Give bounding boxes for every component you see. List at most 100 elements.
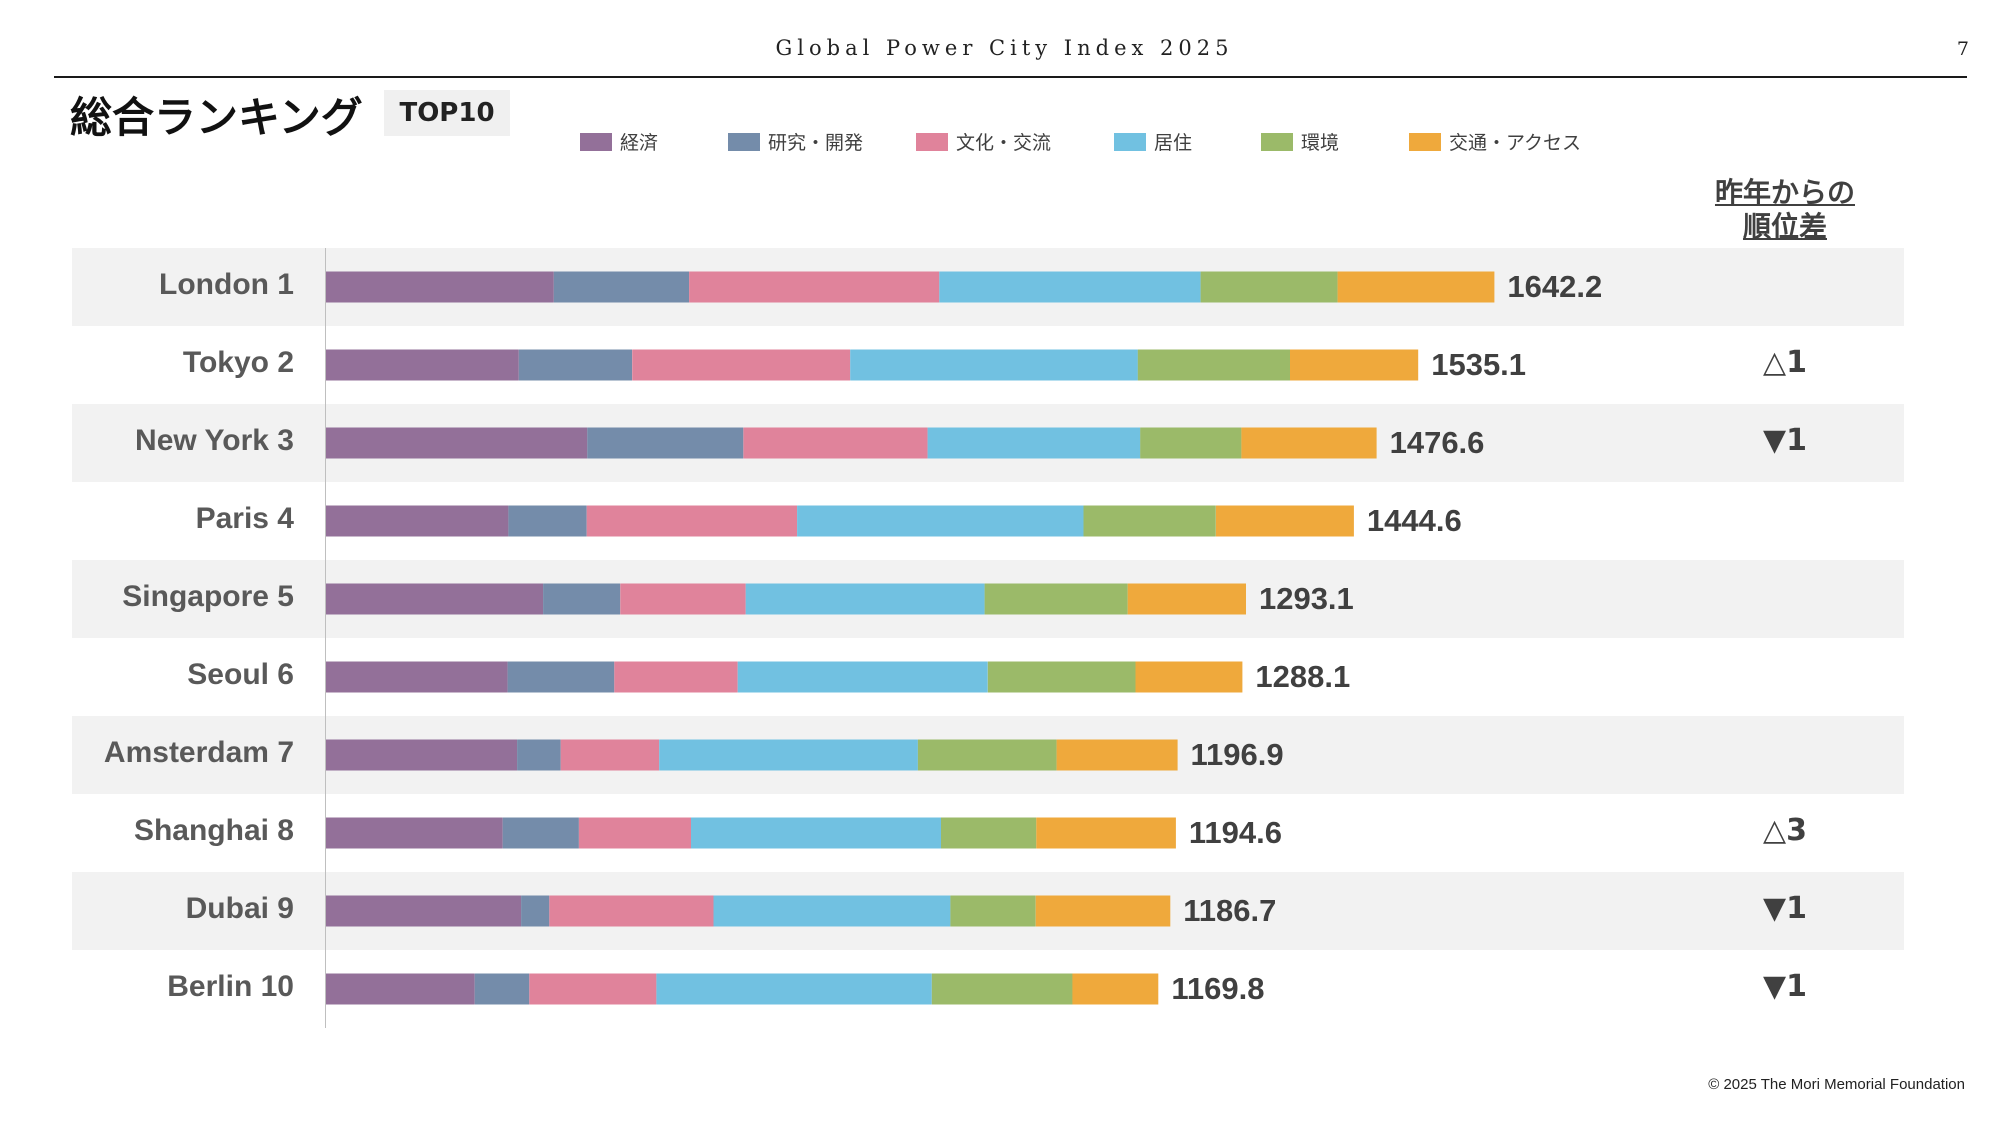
top10-badge: TOP10: [384, 90, 510, 136]
bar-segment: [713, 895, 951, 927]
city-label: Shanghai 8: [133, 814, 294, 847]
legend-item: 文化・交流: [916, 128, 1051, 155]
bar-segment: [517, 739, 561, 771]
bar-segment: [326, 739, 518, 771]
legend-swatch: [916, 132, 948, 151]
bar-segment: [656, 973, 932, 1005]
legend-item: 交通・アクセス: [1409, 128, 1581, 155]
city-label: Singapore 5: [122, 580, 294, 613]
city-label: Tokyo 2: [182, 346, 294, 379]
total-score-label: 1194.6: [1188, 815, 1282, 850]
header-divider: [54, 76, 1967, 78]
total-score-label: 1535.1: [1431, 347, 1527, 382]
bar-segment: [507, 661, 615, 693]
bar-segment: [553, 271, 690, 303]
legend-item: 研究・開発: [728, 128, 863, 155]
bar-segment: [931, 973, 1073, 1005]
bar-segment: [1140, 427, 1242, 459]
bar-segment: [560, 739, 660, 771]
bar-segment: [326, 349, 519, 381]
bar-segment: [850, 349, 1138, 381]
legend-label: 環境: [1301, 132, 1340, 154]
bar-segment: [529, 973, 657, 1005]
city-label: Amsterdam 7: [103, 736, 294, 769]
bar-segment: [586, 505, 798, 537]
rank-change-label: ▼1: [1763, 891, 1807, 926]
bar-segment: [1241, 427, 1377, 459]
city-label: Dubai 9: [185, 892, 294, 925]
bar-segment: [1200, 271, 1338, 303]
bar-segment: [502, 817, 579, 849]
legend-swatch: [728, 132, 760, 151]
bar-segment: [326, 895, 522, 927]
total-score-label: 1196.9: [1190, 737, 1284, 772]
bar-segment: [1035, 895, 1171, 927]
bar-segment: [326, 973, 475, 1005]
bar-segment: [326, 817, 503, 849]
bar-segment: [632, 349, 851, 381]
total-score-label: 1476.6: [1389, 425, 1485, 460]
bar-segment: [474, 973, 530, 1005]
legend-item: 経済: [580, 128, 658, 155]
bar-segment: [326, 583, 544, 615]
rank-change-label: ▼1: [1763, 423, 1807, 458]
rank-change-label: ▼1: [1763, 969, 1807, 1004]
bar-segment: [614, 661, 738, 693]
bar-segment: [620, 583, 746, 615]
page-title: 総合ランキング: [70, 93, 363, 142]
bar-segment: [1290, 349, 1419, 381]
bar-segment: [326, 505, 509, 537]
bar-segment: [1215, 505, 1354, 537]
bar-segment: [984, 583, 1128, 615]
legend-label: 交通・アクセス: [1449, 132, 1582, 154]
city-label: London 1: [159, 268, 294, 301]
page-number: 7: [1956, 38, 1969, 60]
bar-segment: [587, 427, 744, 459]
bar-segment: [737, 661, 988, 693]
bar-segment: [1337, 271, 1495, 303]
total-score-label: 1444.6: [1366, 503, 1462, 538]
bar-segment: [326, 271, 554, 303]
bar-segment: [987, 661, 1136, 693]
bar-segment: [508, 505, 587, 537]
legend-label: 居住: [1154, 132, 1193, 154]
bar-segment: [659, 739, 918, 771]
total-score-label: 1642.2: [1507, 269, 1603, 304]
legend-label: 文化・交流: [956, 132, 1052, 154]
city-label: Paris 4: [195, 502, 294, 535]
city-label: Berlin 10: [167, 970, 294, 1003]
bar-segment: [1083, 505, 1216, 537]
bar-segment: [950, 895, 1036, 927]
legend-swatch: [580, 132, 612, 151]
total-score-label: 1169.8: [1171, 971, 1265, 1006]
bar-segment: [521, 895, 550, 927]
bar-segment: [745, 583, 985, 615]
bar-segment: [743, 427, 928, 459]
bar-segment: [1127, 583, 1246, 615]
copyright-text: © 2025 The Mori Memorial Foundation: [1708, 1076, 1965, 1093]
bar-segment: [927, 427, 1141, 459]
rank-change-header: 昨年からの 順位差: [1690, 176, 1880, 244]
bar-segment: [543, 583, 621, 615]
chart-axis-line: [325, 248, 326, 1028]
bar-segment: [1137, 349, 1290, 381]
bar-segment: [917, 739, 1057, 771]
city-label: Seoul 6: [187, 658, 294, 691]
bar-segment: [326, 661, 508, 693]
bar-segment: [578, 817, 691, 849]
total-score-label: 1293.1: [1258, 581, 1354, 616]
legend-label: 研究・開発: [768, 132, 864, 154]
bar-segment: [1135, 661, 1243, 693]
bar-segment: [691, 817, 941, 849]
city-label: New York 3: [135, 424, 294, 457]
legend-label: 経済: [620, 132, 659, 154]
bar-segment: [518, 349, 633, 381]
bar-segment: [939, 271, 1201, 303]
legend-swatch: [1261, 132, 1293, 151]
bar-segment: [941, 817, 1037, 849]
rank-change-label: △3: [1763, 813, 1807, 848]
legend-item: 居住: [1114, 128, 1192, 155]
report-title: Global Power City Index 2025: [775, 36, 1234, 60]
total-score-label: 1186.7: [1183, 893, 1277, 928]
